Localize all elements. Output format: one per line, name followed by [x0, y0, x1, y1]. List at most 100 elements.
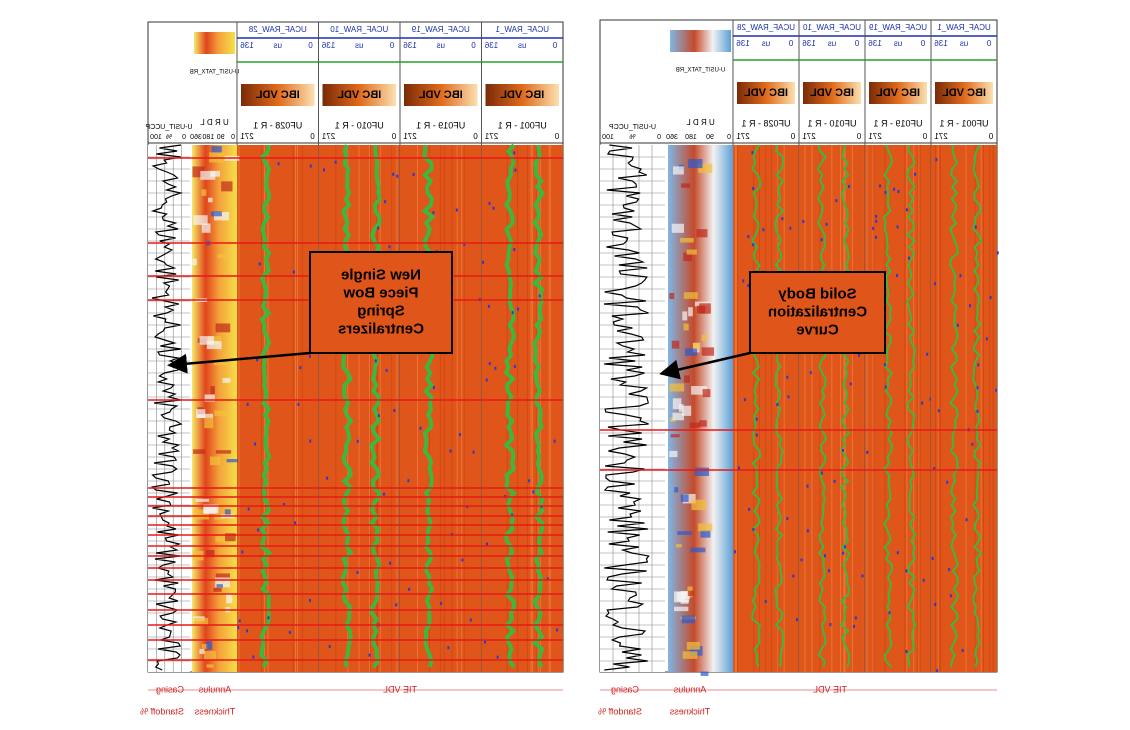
- vdl-green-trace: [972, 144, 983, 668]
- vdl-speck: [934, 282, 937, 286]
- orientation-patch: [201, 644, 208, 649]
- track-max: 136: [321, 41, 335, 50]
- vdl-speck: [257, 528, 260, 532]
- track-unit: us: [437, 41, 445, 50]
- vdl-speck: [538, 294, 541, 298]
- orientation-patch: [673, 166, 684, 175]
- annotation-text: Centralization: [768, 303, 867, 320]
- orientation-patch: [696, 229, 708, 238]
- orientation-patch: [204, 650, 217, 660]
- orientation-patch: [682, 493, 696, 504]
- orientation-patch: [683, 252, 693, 262]
- track-name: UCAF_RAW_10: [330, 25, 388, 34]
- orientation-patch: [199, 649, 205, 654]
- orientation-patch: [674, 487, 679, 493]
- orientation-patch: [694, 467, 710, 477]
- vdl-speck: [488, 362, 491, 366]
- vdl-speck: [935, 158, 938, 162]
- track-min: 0: [552, 41, 557, 50]
- annotation-arrow: [659, 351, 751, 380]
- orientation-patch: [193, 509, 210, 520]
- vdl-speck: [513, 364, 516, 368]
- track-angle: 271: [240, 132, 254, 141]
- vdl-speck: [254, 442, 257, 446]
- curve-unit: %: [629, 134, 635, 141]
- track-label: IBC VDL: [500, 89, 544, 101]
- orientation-patch: [206, 549, 215, 558]
- vdl-speck: [896, 274, 899, 278]
- orientation-degree: 0: [727, 134, 731, 141]
- orientation-patch: [206, 640, 213, 650]
- vdl-speck: [308, 354, 311, 358]
- vdl-speck: [384, 200, 387, 204]
- vdl-speck: [309, 439, 312, 443]
- vdl-speck: [875, 235, 878, 239]
- orientation-patch: [208, 197, 213, 203]
- track-code: UF019 - R 1: [416, 120, 465, 130]
- orientation-patch: [215, 577, 231, 588]
- vdl-speck: [256, 358, 259, 362]
- orientation-patch: [682, 311, 688, 321]
- track-code: UF001 - R 1: [498, 120, 547, 130]
- curve-max: 100: [602, 134, 614, 141]
- track-unit: us: [355, 41, 363, 50]
- vdl-speck: [752, 186, 755, 190]
- vdl-speck: [786, 375, 789, 379]
- track-label: IBC VDL: [744, 87, 788, 99]
- orientation-patch: [204, 394, 215, 402]
- vdl-speck: [395, 603, 398, 607]
- vdl-speck: [809, 371, 812, 375]
- vdl-green-trace: [949, 144, 960, 668]
- vdl-speck: [934, 602, 937, 606]
- track-name: UCAF_RAW_19: [868, 23, 926, 32]
- orientation-patch: [195, 409, 206, 419]
- orientation-patch: [215, 573, 230, 581]
- vdl-speck: [888, 611, 891, 615]
- track-max: 136: [934, 39, 948, 48]
- curve-track: [148, 145, 190, 672]
- orientation-patch: [701, 347, 715, 356]
- orientation-patch: [215, 536, 230, 543]
- orientation-patch: [683, 292, 698, 299]
- track-code: UF001 - R 1: [939, 118, 988, 128]
- track-color-scale: [404, 84, 478, 106]
- orientation-patch: [676, 544, 682, 548]
- vdl-speck: [921, 401, 924, 405]
- vdl-speck: [377, 226, 380, 230]
- vdl-speck: [949, 594, 952, 598]
- vdl-speck: [956, 323, 959, 327]
- orientation-patch: [226, 459, 239, 463]
- vdl-speck: [806, 484, 809, 488]
- orientation-patch: [192, 166, 205, 178]
- footer-standoff: Standoff %: [598, 706, 642, 716]
- orientation-patch: [689, 422, 701, 428]
- orientation-patch: [195, 498, 210, 502]
- orientation-patch: [217, 254, 226, 259]
- track-min: 0: [389, 41, 394, 50]
- footer-vdl: TIE VDL: [383, 684, 417, 694]
- vdl-speck: [393, 408, 396, 412]
- orientation-patch: [681, 183, 690, 188]
- vdl-green-trace: [839, 144, 851, 668]
- orientation-degree: 90: [217, 134, 225, 141]
- vdl-speck: [308, 598, 311, 602]
- vdl-speck: [377, 414, 380, 418]
- orientation-patch: [681, 615, 695, 624]
- footer-annulus: Annulus: [198, 684, 231, 694]
- vdl-speck: [884, 190, 887, 194]
- track-max: 136: [240, 41, 254, 50]
- orientation-patch: [698, 523, 713, 532]
- track-unit: us: [894, 39, 902, 48]
- vdl-speck: [937, 409, 940, 413]
- vdl-speck: [965, 518, 968, 522]
- vdl-speck: [486, 542, 489, 546]
- vdl-speck: [419, 426, 422, 430]
- annotation-text: Piece Bow: [343, 284, 418, 301]
- track-angle-min: 0: [554, 132, 559, 141]
- track-unit: us: [762, 39, 770, 48]
- orientation-patch: [214, 410, 228, 417]
- track-unit: us: [828, 39, 836, 48]
- vdl-speck: [532, 490, 535, 494]
- vdl-green-trace: [905, 144, 917, 668]
- track-label: IBC VDL: [810, 87, 854, 99]
